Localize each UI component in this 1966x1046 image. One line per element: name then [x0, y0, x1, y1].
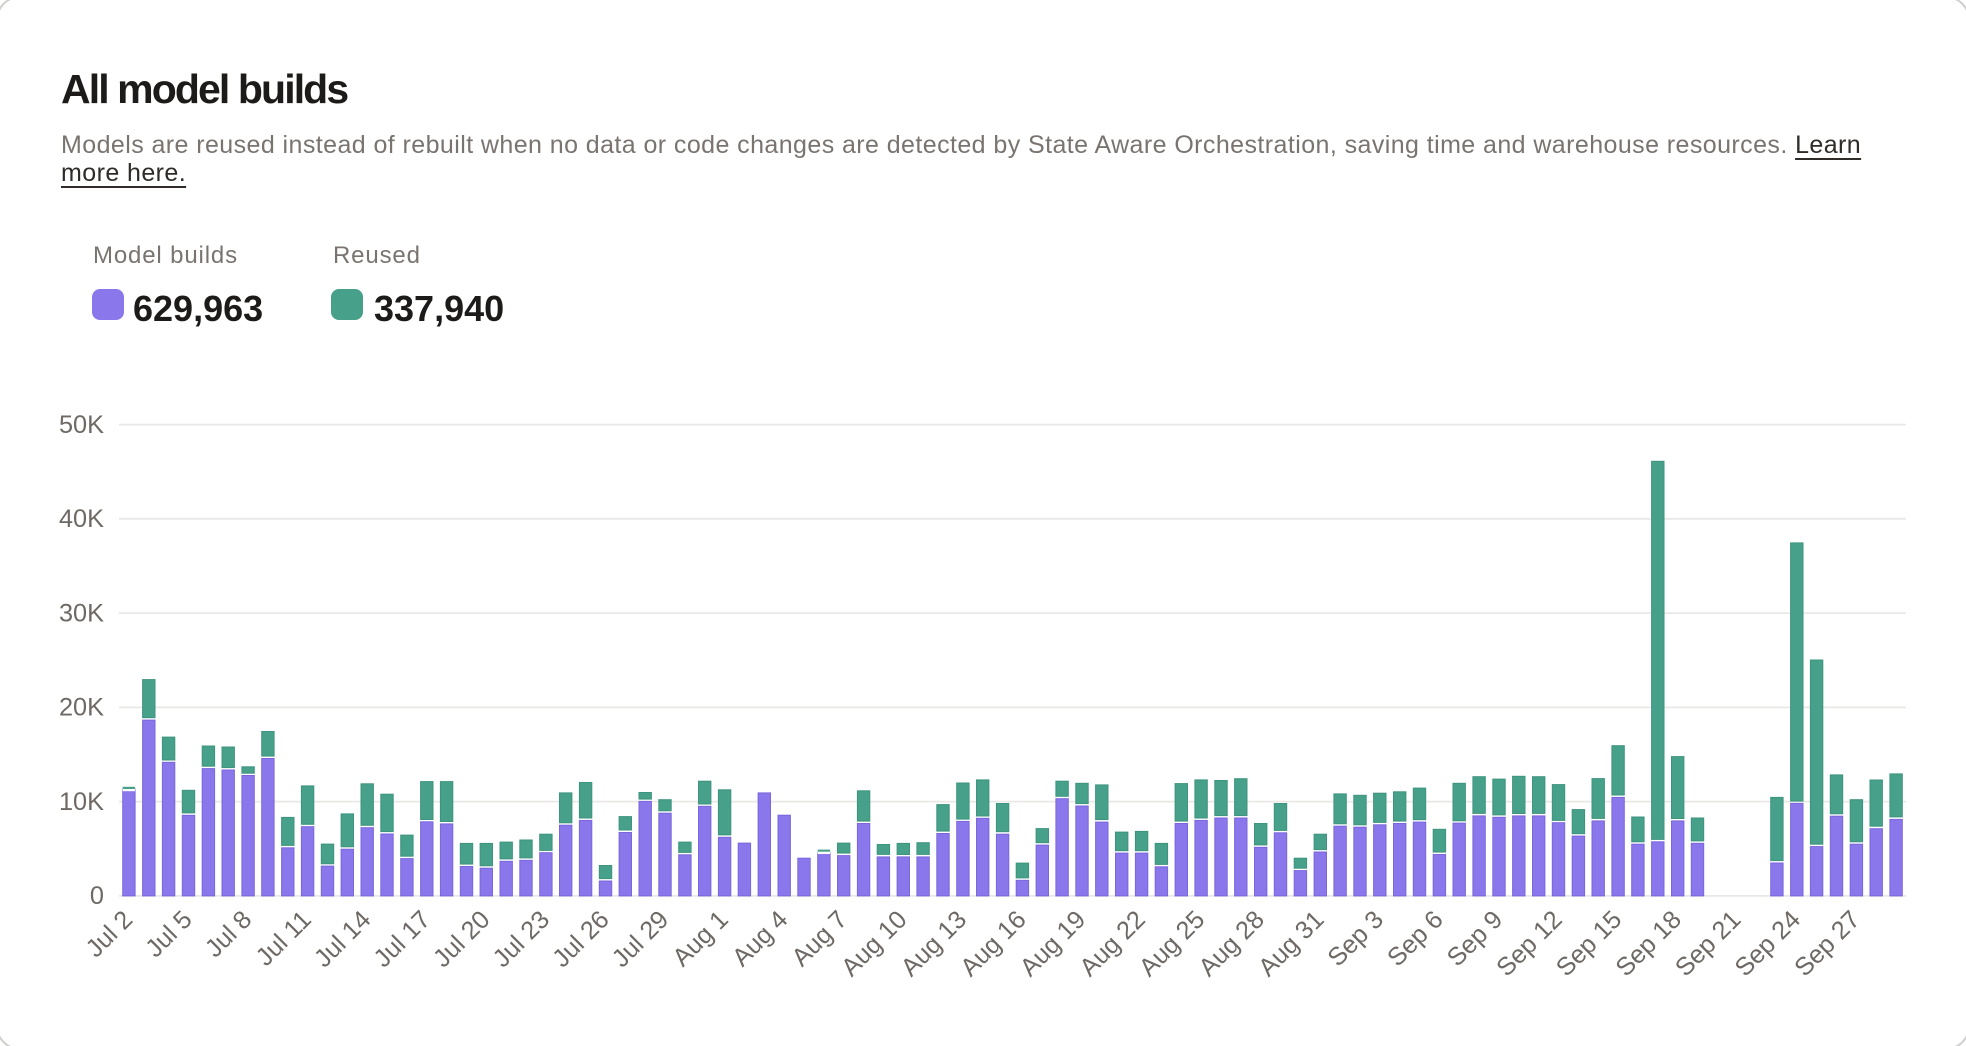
svg-text:Sep 18: Sep 18	[1610, 905, 1687, 982]
svg-text:Sep 12: Sep 12	[1491, 905, 1568, 982]
svg-text:Sep 21: Sep 21	[1670, 905, 1747, 982]
svg-text:Aug 1: Aug 1	[667, 905, 734, 972]
svg-text:40K: 40K	[59, 505, 104, 533]
svg-text:Aug 10: Aug 10	[836, 905, 913, 982]
svg-text:Sep 27: Sep 27	[1789, 905, 1866, 982]
svg-text:Jul 11: Jul 11	[251, 905, 317, 971]
svg-text:Aug 19: Aug 19	[1015, 905, 1092, 982]
svg-text:Jul 2: Jul 2	[81, 905, 139, 963]
svg-text:0: 0	[90, 882, 104, 910]
svg-text:Aug 16: Aug 16	[955, 905, 1032, 982]
svg-text:Jul 8: Jul 8	[200, 905, 258, 963]
svg-text:Aug 31: Aug 31	[1253, 905, 1330, 982]
svg-text:Jul 29: Jul 29	[607, 905, 675, 973]
svg-text:Aug 28: Aug 28	[1193, 905, 1270, 982]
svg-text:Sep 6: Sep 6	[1382, 905, 1449, 972]
svg-text:Sep 24: Sep 24	[1730, 905, 1807, 982]
svg-text:30K: 30K	[59, 599, 104, 627]
svg-text:Jul 5: Jul 5	[140, 905, 198, 963]
svg-text:Jul 23: Jul 23	[488, 905, 556, 973]
svg-text:Aug 4: Aug 4	[727, 905, 794, 972]
svg-text:Aug 22: Aug 22	[1074, 905, 1151, 982]
svg-text:20K: 20K	[59, 694, 104, 722]
svg-text:10K: 10K	[59, 788, 104, 816]
svg-text:Sep 3: Sep 3	[1322, 905, 1389, 972]
svg-text:Jul 17: Jul 17	[369, 905, 437, 973]
svg-text:Aug 13: Aug 13	[896, 905, 973, 982]
svg-text:Aug 25: Aug 25	[1134, 905, 1211, 982]
svg-text:Jul 20: Jul 20	[428, 905, 496, 973]
svg-text:Jul 26: Jul 26	[547, 905, 615, 973]
svg-text:Sep 15: Sep 15	[1551, 905, 1628, 982]
svg-text:Jul 14: Jul 14	[309, 905, 377, 973]
svg-text:50K: 50K	[59, 411, 104, 439]
